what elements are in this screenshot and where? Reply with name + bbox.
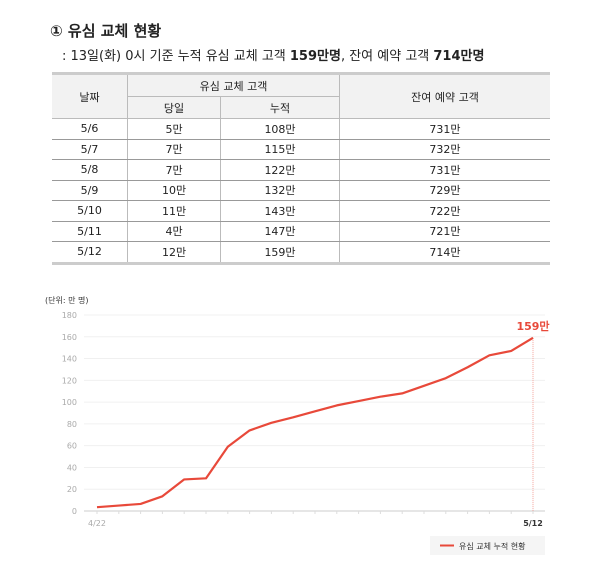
table-cell: 7만: [127, 139, 222, 160]
table-row: 5/9 10만 132만 729만: [52, 180, 550, 201]
legend-box: [430, 536, 545, 555]
table-cell: 5/8: [52, 159, 129, 181]
table-cell: 132만: [220, 180, 340, 201]
cumulative-line-chart: (단위: 만 명) 0 20 40 60 80 100 120 140 160 180 4/22 5/1…: [45, 295, 550, 555]
y-tick-label: 0: [72, 507, 77, 516]
header-date: 날짜: [52, 73, 129, 119]
y-tick-label: 180: [62, 311, 77, 320]
y-tick-label: 120: [62, 376, 77, 385]
y-tick-label: 160: [62, 333, 77, 342]
table-row: 5/12 12만 159만 714만: [52, 241, 550, 264]
table-cell: 5/12: [52, 241, 129, 264]
summary-prefix: : 13일(화) 0시 기준 누적 유심 교체 고객: [62, 49, 290, 64]
table-cell: 122만: [220, 159, 340, 181]
table-cell: 5/7: [52, 139, 129, 160]
table-row: 5/8 7만 122만 731만: [52, 159, 550, 181]
table-cell: 143만: [220, 200, 340, 222]
y-tick-label: 40: [67, 463, 77, 472]
header-daily: 당일: [127, 96, 222, 119]
header-cumulative: 누적: [220, 96, 340, 119]
y-tick-label: 100: [62, 398, 77, 407]
table-cell: 5/6: [52, 118, 129, 140]
table-cell: 5/11: [52, 221, 129, 242]
table-cell: 732만: [338, 139, 550, 160]
summary-remaining: 714만명: [433, 49, 485, 64]
table-cell: 11만: [127, 200, 222, 222]
table-cell: 731만: [338, 159, 550, 181]
table-row: 5/11 4만 147만 721만: [52, 221, 550, 242]
last-value-annotation: 159만: [516, 319, 549, 333]
legend-label: 유심 교체 누적 현황: [459, 541, 526, 551]
table-cell: 729만: [338, 180, 550, 201]
table-cell: 731만: [338, 118, 550, 140]
table-cell: 7만: [127, 159, 222, 181]
x-tick-label: 4/22: [88, 519, 106, 528]
table-cell: 5/9: [52, 180, 129, 201]
table-cell: 115만: [220, 139, 340, 160]
y-tick-label: 80: [67, 420, 77, 429]
unit-label: (단위: 만 명): [45, 295, 88, 305]
y-tick-label: 60: [67, 442, 77, 451]
summary-cumulative: 159만명: [289, 49, 341, 64]
table-row: 5/7 7만 115만 732만: [52, 139, 550, 160]
table-cell: 147만: [220, 221, 340, 242]
table-row: 5/6 5만 108만 731만: [52, 118, 550, 140]
table-cell: 4만: [127, 221, 222, 242]
y-tick-label: 20: [67, 485, 77, 494]
table-cell: 5/10: [52, 200, 129, 222]
table-cell: 12만: [127, 241, 222, 264]
section-title: ① 유심 교체 현황: [50, 22, 162, 40]
table-cell: 5만: [127, 118, 222, 140]
header-remaining: 잔여 예약 고객: [338, 73, 550, 119]
x-tick-label: 5/12: [523, 519, 543, 528]
series-line: [96, 336, 534, 509]
table-cell: 10만: [127, 180, 222, 201]
table-cell: 159만: [220, 241, 340, 264]
table-cell: 714만: [338, 241, 550, 264]
summary-mid: , 잔여 예약 고객: [340, 49, 434, 64]
header-group: 유심 교체 고객: [127, 73, 340, 97]
table-cell: 108만: [220, 118, 340, 140]
y-tick-label: 140: [62, 355, 77, 364]
table-row: 5/10 11만 143만 722만: [52, 200, 550, 222]
table-cell: 722만: [338, 200, 550, 222]
replacement-table: 날짜 유심 교체 고객 잔여 예약 고객 당일 누적 5/6 5만 108만 731만 5/7…: [52, 72, 550, 265]
summary-text: : 13일(화) 0시 기준 누적 유심 교체 고객 159만명, 잔여 예약 …: [62, 45, 484, 64]
table-cell: 721만: [338, 221, 550, 242]
